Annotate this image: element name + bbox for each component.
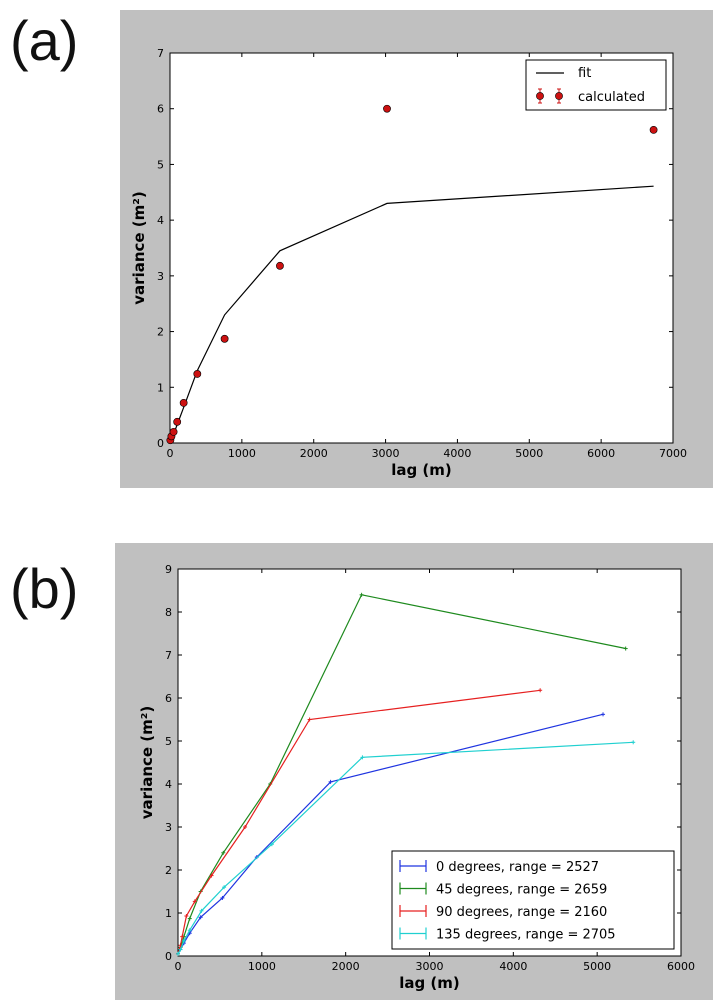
- data-point-calculated: [383, 104, 391, 113]
- x-tick-label: 1000: [248, 960, 276, 973]
- y-tick-label: 9: [165, 563, 172, 576]
- y-tick-label: 4: [157, 214, 164, 227]
- panel-b-label: (b): [10, 557, 79, 620]
- legend-swatch-calculated: [536, 92, 544, 100]
- y-tick-label: 3: [165, 821, 172, 834]
- data-point-calculated: [220, 334, 229, 343]
- legend-label-fit: fit: [578, 66, 591, 81]
- data-point-calculated: [169, 427, 178, 436]
- legend-label-0-degrees: 0 degrees, range = 2527: [436, 860, 599, 875]
- x-tick-label: 7000: [659, 447, 687, 460]
- data-point-calculated: [276, 261, 284, 270]
- x-axis-label: lag (m): [391, 461, 452, 479]
- y-tick-label: 7: [165, 649, 172, 662]
- y-tick-label: 4: [165, 778, 172, 791]
- x-tick-label: 2000: [332, 960, 360, 973]
- legend-box-a: [525, 59, 667, 111]
- y-axis-label: variance (m²): [138, 706, 156, 819]
- x-tick-label: 4000: [499, 960, 527, 973]
- y-tick-label: 0: [157, 437, 164, 450]
- x-tick-label: 5000: [583, 960, 611, 973]
- data-point-calculated: [173, 417, 182, 426]
- y-tick-label: 7: [157, 47, 164, 60]
- legend-label-135-degrees: 135 degrees, range = 2705: [436, 928, 616, 943]
- x-tick-label: 1000: [228, 447, 256, 460]
- y-tick-label: 6: [157, 103, 164, 116]
- x-tick-label: 3000: [372, 447, 400, 460]
- x-tick-label: 5000: [515, 447, 543, 460]
- x-axis-label: lag (m): [399, 974, 460, 992]
- y-tick-label: 6: [165, 692, 172, 705]
- x-tick-label: 6000: [587, 447, 615, 460]
- legend-label-45-degrees: 45 degrees, range = 2659: [436, 883, 607, 898]
- legend-label-90-degrees: 90 degrees, range = 2160: [436, 905, 607, 920]
- panel-a-label: (a): [10, 9, 79, 72]
- data-point-calculated: [649, 125, 658, 134]
- data-point-calculated: [193, 370, 202, 378]
- x-tick-label: 4000: [443, 447, 471, 460]
- legend-box-b: [391, 850, 675, 950]
- legend-label-calculated: calculated: [578, 90, 645, 105]
- y-tick-label: 2: [165, 864, 172, 877]
- y-tick-label: 8: [165, 606, 172, 619]
- y-axis-label: variance (m²): [130, 191, 148, 304]
- plot-area-a: [169, 52, 674, 444]
- y-tick-label: 0: [165, 950, 172, 963]
- x-tick-label: 6000: [667, 960, 695, 973]
- y-tick-label: 3: [157, 270, 164, 283]
- legend-swatch-calculated: [555, 92, 563, 100]
- x-tick-label: 2000: [300, 447, 328, 460]
- x-tick-label: 0: [175, 960, 182, 973]
- data-point-calculated: [179, 398, 188, 407]
- y-tick-label: 2: [157, 326, 164, 339]
- x-tick-label: 0: [167, 447, 174, 460]
- y-tick-label: 1: [165, 907, 172, 920]
- y-tick-label: 1: [157, 381, 164, 394]
- y-tick-label: 5: [165, 735, 172, 748]
- x-tick-label: 3000: [416, 960, 444, 973]
- y-tick-label: 5: [157, 158, 164, 171]
